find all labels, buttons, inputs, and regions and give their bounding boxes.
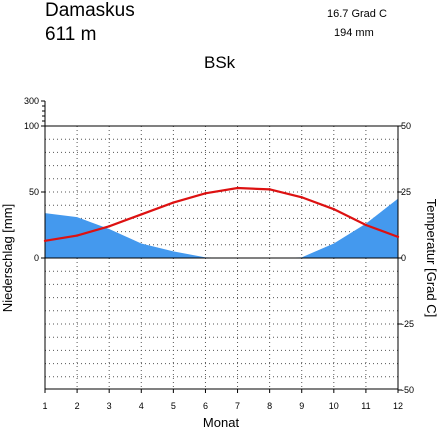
left-axis-ticks: 300 100 50 0	[24, 96, 45, 263]
station-elevation: 611 m	[45, 24, 96, 45]
right-tick-label: -50	[401, 385, 414, 395]
x-tick-label: 1	[42, 401, 47, 411]
data-points	[43, 186, 400, 243]
temperature-point	[107, 225, 111, 228]
right-axis-ticks: 50 25 0 -25 -50	[398, 121, 414, 395]
x-tick-label: 9	[299, 401, 304, 411]
left-tick-label: 100	[24, 121, 39, 131]
chart-grid	[45, 126, 398, 389]
x-tick-label: 2	[75, 401, 80, 411]
right-axis-label: Temperatur [Grad C]	[424, 199, 439, 318]
right-tick-label: 0	[401, 253, 406, 263]
climate-class: BSk	[204, 53, 236, 72]
right-tick-label: 25	[401, 187, 411, 197]
temperature-point	[364, 223, 368, 227]
temperature-line	[44, 186, 399, 242]
temperature-point	[172, 201, 175, 204]
x-tick-label: 12	[393, 401, 403, 411]
temperature-point	[268, 188, 271, 191]
annual-precipitation: 194 mm	[334, 27, 374, 39]
temperature-point	[236, 186, 239, 190]
x-tick-label: 3	[107, 401, 112, 411]
x-tick-label: 6	[203, 401, 208, 411]
right-tick-label: -25	[401, 319, 414, 329]
station-name: Damaskus	[45, 0, 135, 21]
x-axis-label: Monat	[203, 415, 240, 430]
temperature-point	[43, 239, 47, 243]
left-tick-label: 300	[24, 96, 39, 106]
x-tick-label: 5	[171, 401, 176, 411]
temperature-point	[204, 192, 207, 195]
temperature-point	[300, 196, 303, 199]
x-tick-label: 8	[267, 401, 272, 411]
right-tick-label: 50	[401, 121, 411, 131]
x-tick-label: 7	[235, 401, 240, 411]
x-tick-label: 11	[361, 401, 370, 411]
x-tick-label: 4	[139, 401, 144, 411]
left-tick-label: 0	[34, 253, 39, 263]
temperature-point	[396, 235, 400, 239]
left-tick-label: 50	[29, 187, 39, 197]
x-tick-label: 10	[329, 401, 339, 411]
temperature-point	[75, 234, 79, 237]
temperature-point	[332, 207, 336, 211]
precipitation-area	[45, 198, 398, 258]
mean-temperature: 16.7 Grad C	[327, 8, 387, 20]
left-axis-label: Niederschlag [mm]	[0, 204, 15, 312]
x-axis-ticks: 1 2 3 4 5 6 7 8 9 10 11 12	[42, 389, 403, 411]
temperature-point	[140, 213, 143, 216]
